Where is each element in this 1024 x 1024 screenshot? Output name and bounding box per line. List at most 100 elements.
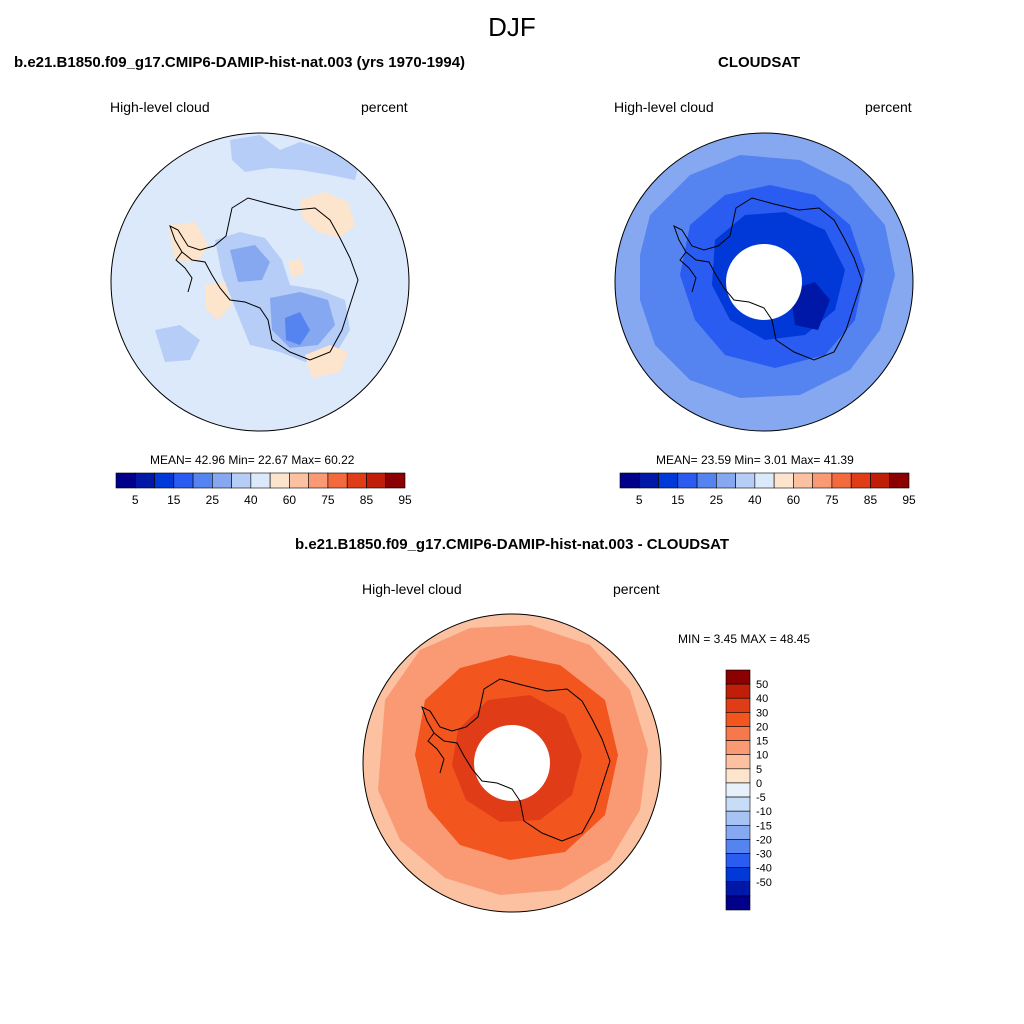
diff-colorbar-tick-label: 0 [756, 778, 762, 790]
diff-colorbar-box-11 [725, 824, 751, 840]
obs-colorbar-box-1 [638, 472, 659, 489]
diff-variable-label: High-level cloud [362, 581, 462, 597]
diff-panel-title: b.e21.B1850.f09_g17.CMIP6-DAMIP-hist-nat… [295, 536, 729, 553]
model-colorbar-tick-label: 75 [321, 493, 335, 507]
diff-units-label: percent [613, 581, 660, 597]
obs-colorbar-box-9 [793, 472, 813, 489]
model-colorbar-box-14 [385, 472, 406, 489]
diff-colorbar-box-2 [725, 697, 751, 713]
obs-colorbar-box-11 [831, 472, 852, 489]
model-colorbar-box-0 [115, 472, 136, 489]
obs-colorbar-tick-label: 85 [864, 493, 878, 507]
diff-colorbar-box-3 [725, 712, 751, 727]
diff-colorbar-box-8 [725, 782, 751, 798]
obs-colorbar-tick-label: 40 [748, 493, 762, 507]
diff-colorbar-box-12 [725, 839, 751, 854]
obs-colorbar-tick-label: 95 [902, 493, 916, 507]
diff-map [362, 613, 662, 913]
model-colorbar-box-8 [269, 472, 290, 489]
model-colorbar-box-3 [173, 472, 194, 489]
obs-colorbar-box-8 [773, 472, 794, 489]
model-colorbar-box-9 [289, 472, 309, 489]
obs-variable-label: High-level cloud [614, 99, 714, 115]
model-colorbar-box-2 [154, 472, 175, 489]
model-field-light-blue-3 [155, 325, 200, 362]
model-colorbar-tick-label: 95 [398, 493, 412, 507]
diff-colorbar-box-16 [725, 895, 751, 911]
obs-colorbar-box-12 [850, 472, 871, 489]
diff-coastline-peninsula [427, 732, 445, 774]
model-stats: MEAN= 42.96 Min= 22.67 Max= 60.22 [150, 453, 355, 467]
diff-colorbar-tick-label: 30 [756, 707, 768, 719]
model-map [110, 132, 410, 432]
model-field-peach-5 [288, 258, 305, 278]
diff-colorbar-tick-label: 5 [756, 764, 762, 776]
diff-colorbar-box-14 [725, 867, 751, 883]
diff-colorbar-box-15 [725, 881, 751, 897]
model-variable-label: High-level cloud [110, 99, 210, 115]
model-colorbar-box-7 [250, 472, 271, 489]
obs-colorbar-box-3 [677, 472, 698, 489]
obs-map-border [614, 132, 914, 432]
obs-coastline [673, 197, 863, 361]
diff-colorbar-box-6 [725, 754, 751, 770]
model-colorbar-box-10 [308, 472, 329, 489]
model-colorbar-tick-label: 60 [283, 493, 297, 507]
obs-stats: MEAN= 23.59 Min= 3.01 Max= 41.39 [656, 453, 854, 467]
model-field-peach-2 [168, 222, 208, 262]
obs-colorbar-box-0 [619, 472, 640, 489]
diff-colorbar-tick-label: 15 [756, 736, 768, 748]
obs-colorbar-box-5 [716, 472, 736, 489]
diff-colorbar-box-1 [725, 683, 751, 699]
model-colorbar-tick-label: 25 [206, 493, 220, 507]
model-colorbar-box-4 [192, 472, 213, 489]
model-field-mid-blue [230, 245, 270, 282]
diff-colorbar-tick-label: -40 [756, 863, 772, 875]
model-colorbar: 5 15 25 40 60 75 85 95 [115, 472, 412, 507]
obs-colorbar-tick-label: 15 [671, 493, 685, 507]
diff-colorbar-tick-label: 50 [756, 679, 768, 691]
model-colorbar-box-5 [212, 472, 232, 489]
model-colorbar-box-6 [231, 472, 252, 489]
diff-colorbar-tick-label: -30 [756, 849, 772, 861]
model-field-light-blue [230, 135, 360, 180]
model-field-peach-4 [305, 345, 348, 378]
model-colorbar-box-11 [327, 472, 348, 489]
obs-units-label: percent [865, 99, 912, 115]
obs-colorbar-box-10 [812, 472, 833, 489]
obs-colorbar-box-2 [658, 472, 679, 489]
diff-colorbar-tick-label: 20 [756, 721, 768, 733]
diff-map-border [362, 613, 662, 913]
diff-colorbar-box-7 [725, 768, 751, 784]
diff-colorbar-box-13 [725, 853, 751, 868]
model-units-label: percent [361, 99, 408, 115]
obs-colorbar-box-7 [754, 472, 775, 489]
obs-colorbar-box-13 [870, 472, 891, 489]
model-field-blue [285, 312, 310, 345]
model-colorbar-box-12 [346, 472, 367, 489]
diff-colorbar-tick-label: -20 [756, 834, 772, 846]
diff-colorbar-box-9 [725, 796, 751, 812]
obs-colorbar: 5 15 25 40 60 75 85 95 [619, 472, 916, 507]
model-colorbar-tick-label: 40 [244, 493, 258, 507]
obs-colorbar-box-6 [735, 472, 756, 489]
diff-colorbar-tick-label: -15 [756, 820, 772, 832]
obs-colorbar-tick-label: 60 [787, 493, 801, 507]
model-coastline [169, 197, 359, 361]
model-colorbar-box-13 [366, 472, 387, 489]
diff-colorbar-box-0 [725, 669, 751, 685]
diff-colorbar-tick-label: -10 [756, 806, 772, 818]
obs-map [614, 132, 914, 432]
diff-colorbar-tick-label: 10 [756, 750, 768, 762]
figure-title: DJF [488, 12, 536, 42]
diff-stats: MIN = 3.45 MAX = 48.45 [678, 632, 811, 646]
diff-colorbar-tick-label: -50 [756, 877, 772, 889]
model-coastline-peninsula [175, 251, 193, 293]
obs-colorbar-tick-label: 75 [825, 493, 839, 507]
diff-colorbar-tick-label: -5 [756, 792, 766, 804]
obs-panel-title: CLOUDSAT [718, 54, 801, 71]
model-field-peach-1 [300, 192, 355, 238]
obs-colorbar-tick-label: 25 [710, 493, 724, 507]
